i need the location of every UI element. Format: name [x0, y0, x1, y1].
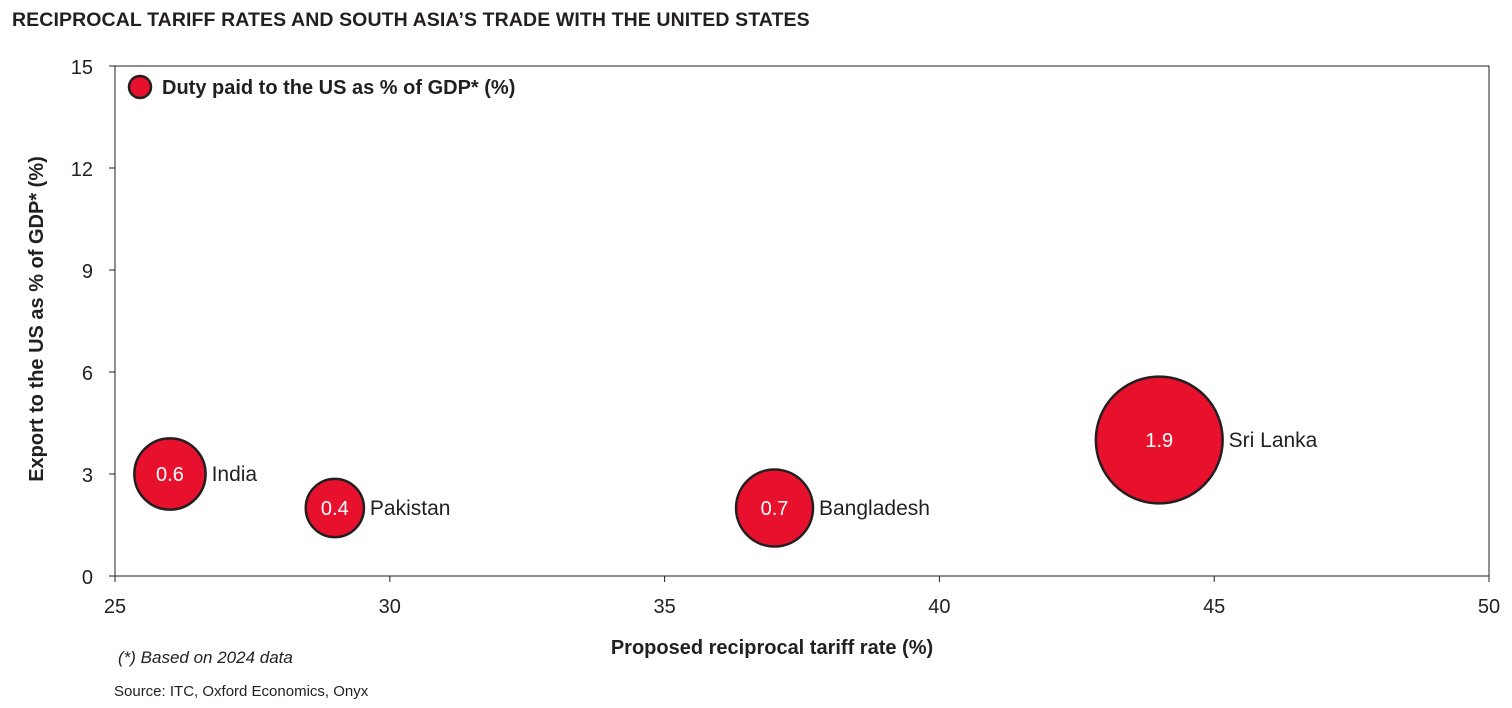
y-tick-label: 12 — [71, 159, 93, 181]
x-tick-label: 35 — [653, 596, 675, 618]
bubble-category-label: Bangladesh — [819, 497, 930, 520]
bubble-value-label: 1.9 — [1145, 430, 1173, 452]
axes: 0 3 6 9 12 15 25 30 35 40 45 50 Proposed reciprocal … — [26, 57, 1500, 659]
y-axis-label: Export to the US as % of GDP* (%) — [26, 156, 48, 482]
footnote: (*) Based on 2024 data — [118, 648, 293, 667]
x-axis-label: Proposed reciprocal tariff rate (%) — [611, 637, 933, 659]
y-tick-label: 6 — [82, 363, 93, 385]
x-tick-label: 50 — [1478, 596, 1500, 618]
bubble-value-label: 0.4 — [321, 498, 349, 520]
bubble-value-label: 0.7 — [761, 498, 789, 520]
plot-frame — [114, 65, 1490, 577]
bubble-category-label: Sri Lanka — [1229, 429, 1318, 452]
chart-title: RECIPROCAL TARIFF RATES AND SOUTH ASIA’S… — [12, 9, 810, 31]
bubble-pakistan: 0.4 Pakistan — [304, 477, 451, 539]
y-tick-label: 3 — [82, 465, 93, 487]
y-tick-label: 9 — [82, 261, 93, 283]
bubble-bangladesh: 0.7 Bangladesh — [734, 468, 930, 548]
legend: Duty paid to the US as % of GDP* (%) — [127, 74, 515, 100]
legend-label: Duty paid to the US as % of GDP* (%) — [162, 77, 515, 99]
source-note: Source: ITC, Oxford Economics, Onyx — [114, 683, 369, 700]
bubble-category-label: Pakistan — [370, 497, 451, 520]
bubble-category-label: India — [212, 463, 258, 486]
bubble-circle — [304, 477, 366, 539]
bubble-circle — [734, 468, 815, 548]
bubble-circle — [133, 437, 207, 511]
bubbles: 0.6 India 0.4 Pakistan 0.7 Bangladesh 1.9 Sri L… — [133, 375, 1318, 548]
legend-marker — [127, 74, 153, 100]
bubble-circle — [1094, 375, 1224, 505]
x-tick-label: 25 — [104, 596, 126, 618]
x-tick-label: 30 — [379, 596, 401, 618]
bubble-india: 0.6 India — [133, 437, 258, 511]
bubble-sri-lanka: 1.9 Sri Lanka — [1094, 375, 1318, 505]
x-tick-label: 40 — [928, 596, 950, 618]
bubble-value-label: 0.6 — [156, 464, 184, 486]
y-tick-label: 15 — [71, 57, 93, 79]
y-tick-label: 0 — [82, 567, 93, 589]
x-tick-label: 45 — [1203, 596, 1225, 618]
